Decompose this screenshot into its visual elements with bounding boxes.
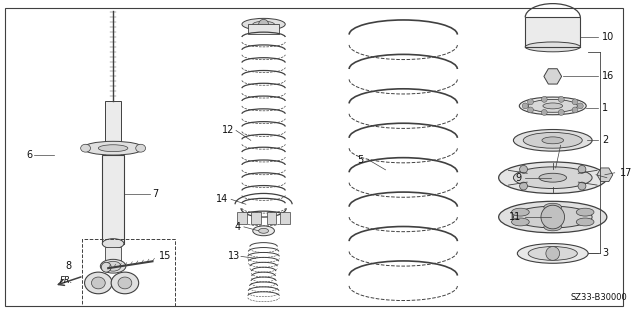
- Circle shape: [528, 107, 533, 113]
- Text: 8: 8: [66, 261, 72, 271]
- Text: 5: 5: [358, 155, 364, 165]
- Bar: [525, 17, 581, 47]
- Ellipse shape: [512, 208, 530, 216]
- Bar: [267, 212, 276, 224]
- Ellipse shape: [136, 144, 145, 152]
- Circle shape: [558, 96, 564, 102]
- Text: 15: 15: [159, 252, 172, 261]
- Ellipse shape: [544, 223, 561, 231]
- Ellipse shape: [519, 97, 586, 115]
- Ellipse shape: [111, 272, 138, 294]
- Ellipse shape: [253, 21, 274, 27]
- Circle shape: [546, 246, 560, 260]
- Bar: [105, 246, 121, 261]
- Circle shape: [523, 103, 528, 109]
- Bar: [237, 212, 247, 224]
- Circle shape: [541, 109, 547, 116]
- Polygon shape: [544, 69, 561, 84]
- Text: 2: 2: [602, 135, 608, 145]
- Circle shape: [572, 107, 578, 113]
- Ellipse shape: [499, 201, 607, 233]
- Ellipse shape: [118, 277, 132, 289]
- Ellipse shape: [258, 228, 269, 233]
- Text: SZ33-B30000: SZ33-B30000: [570, 293, 627, 302]
- Circle shape: [101, 262, 111, 272]
- Text: 7: 7: [152, 189, 159, 199]
- Circle shape: [258, 19, 269, 29]
- Text: 16: 16: [602, 71, 614, 81]
- Ellipse shape: [528, 246, 577, 260]
- Ellipse shape: [576, 218, 594, 226]
- Ellipse shape: [576, 208, 594, 216]
- Circle shape: [541, 96, 547, 102]
- Circle shape: [519, 165, 528, 173]
- Circle shape: [578, 165, 586, 173]
- Text: 11: 11: [509, 212, 521, 222]
- Ellipse shape: [499, 162, 607, 194]
- Ellipse shape: [105, 261, 121, 271]
- Text: 17: 17: [619, 168, 632, 178]
- Bar: [105, 101, 121, 155]
- Ellipse shape: [253, 226, 274, 236]
- Ellipse shape: [91, 277, 105, 289]
- Text: 3: 3: [602, 248, 608, 259]
- Ellipse shape: [528, 100, 577, 112]
- Ellipse shape: [517, 244, 588, 263]
- Bar: [102, 155, 124, 244]
- Text: 13: 13: [228, 252, 241, 261]
- Text: 10: 10: [602, 32, 614, 42]
- Text: 14: 14: [216, 194, 228, 204]
- Ellipse shape: [544, 203, 561, 211]
- Ellipse shape: [98, 145, 128, 152]
- Ellipse shape: [514, 130, 592, 151]
- Ellipse shape: [512, 218, 530, 226]
- Text: FR.: FR.: [60, 276, 73, 285]
- Circle shape: [578, 182, 586, 190]
- Circle shape: [528, 99, 533, 105]
- Ellipse shape: [542, 137, 563, 144]
- Ellipse shape: [525, 42, 581, 52]
- Text: 6: 6: [26, 150, 33, 160]
- Text: 12: 12: [222, 125, 234, 135]
- Bar: [280, 212, 290, 224]
- Ellipse shape: [85, 272, 112, 294]
- Bar: [248, 24, 279, 34]
- Text: 1: 1: [602, 103, 608, 113]
- Ellipse shape: [102, 239, 124, 249]
- Circle shape: [558, 109, 564, 116]
- Ellipse shape: [242, 18, 285, 30]
- Circle shape: [541, 205, 565, 229]
- Bar: [82, 239, 175, 306]
- Text: 4: 4: [234, 222, 241, 232]
- Ellipse shape: [100, 259, 126, 273]
- Ellipse shape: [523, 132, 582, 148]
- Polygon shape: [597, 168, 612, 181]
- Ellipse shape: [80, 144, 91, 152]
- Ellipse shape: [539, 173, 567, 182]
- Circle shape: [577, 103, 583, 109]
- Text: 9: 9: [515, 173, 521, 183]
- Ellipse shape: [514, 206, 592, 228]
- Ellipse shape: [543, 103, 563, 109]
- Bar: [251, 212, 261, 224]
- Ellipse shape: [514, 167, 592, 188]
- Circle shape: [572, 99, 578, 105]
- Ellipse shape: [82, 141, 144, 155]
- Circle shape: [519, 182, 528, 190]
